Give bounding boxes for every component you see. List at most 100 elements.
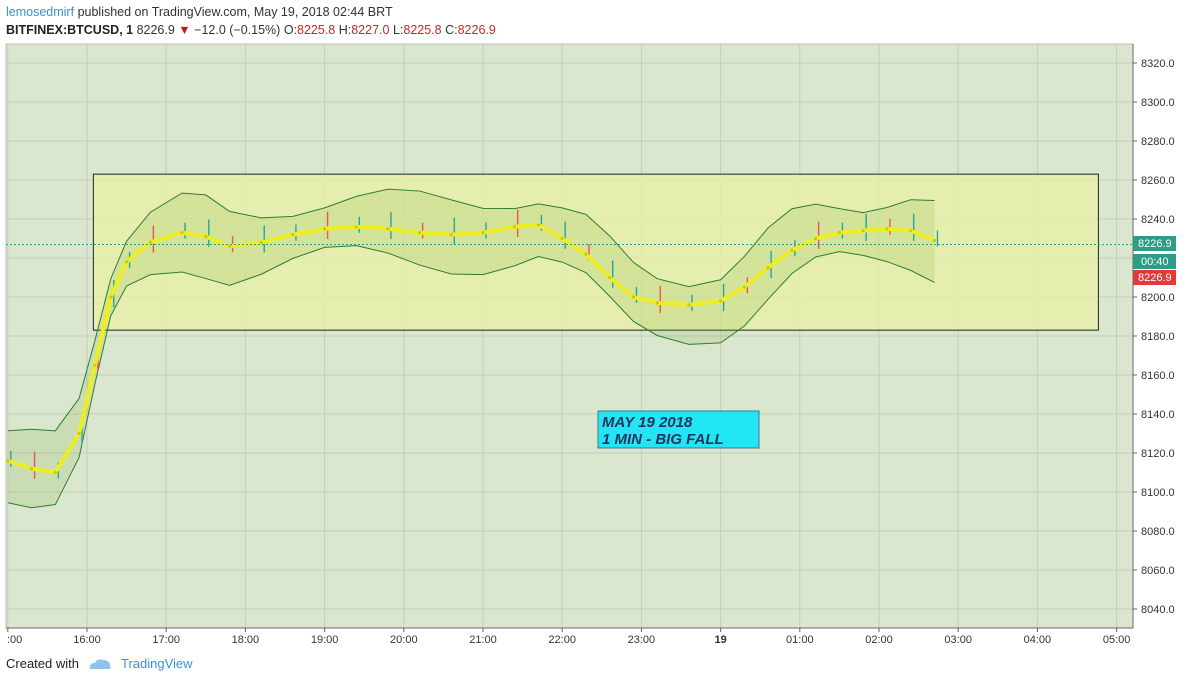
series-point [6,459,10,463]
x-tick-label: 17:00 [152,634,180,646]
footer: Created with TradingView [6,656,193,671]
x-tick-label: 05:00 [1103,634,1131,646]
series-point [93,363,97,367]
y-tick-label: 8180.0 [1141,331,1175,343]
y-axis: 8040.0 8060.0 8080.0 8100.0 8120.0 8140.0 8160… [1133,58,1175,616]
down-arrow-icon: ▼ [178,23,191,37]
countdown-tag-text: 00:40 [1141,256,1169,268]
series-point [291,233,295,237]
series-point [909,229,913,233]
last-price-tag: 8226.9 [1133,236,1176,251]
y-tick-label: 8140.0 [1141,409,1175,421]
series-point [631,295,636,299]
series-point [932,238,937,243]
tradingview-logo-icon [89,658,111,669]
series-point [536,223,541,227]
last-price-tag-text: 8226.9 [1138,238,1172,250]
series-point [719,299,723,303]
series-point [125,260,129,264]
series-point [29,467,34,471]
publish-header: lemosedmirf published on TradingView.com… [6,3,393,21]
series-point [148,240,152,244]
y-tick-label: 8320.0 [1141,58,1175,70]
countdown-tag: 00:40 [1133,254,1176,269]
low-value: 8225.8 [403,23,442,37]
open-value: 8225.8 [297,23,336,37]
symbol-info-line: BITFINEX:BTCUSD, 1 8226.9 ▼ −12.0 (−0.15… [6,21,496,39]
series-point [766,266,770,270]
y-tick-label: 8200.0 [1141,292,1175,304]
y-tick-label: 8100.0 [1141,487,1175,499]
x-tick-label: 02:00 [865,634,893,646]
band-lower-line [7,245,935,509]
y-tick-label: 8120.0 [1141,448,1175,460]
series-point [227,244,232,248]
series-point [481,231,485,235]
author-link[interactable]: lemosedmirf [6,5,75,19]
x-tick-label: 23:00 [628,634,656,646]
high-label: H: [338,23,352,37]
price-change: −12.0 (−0.15%) [194,23,281,37]
x-axis: :00 16:00 17:00 18:00 19:00 20:00 21:00 22:00 23… [7,628,1130,646]
x-tick-label: 21:00 [469,634,497,646]
x-tick-label: 19 [714,634,726,646]
series-point [814,236,818,241]
series-points [6,223,937,475]
series-point [180,231,184,235]
low-label: L: [392,23,404,37]
x-tick-label: 01:00 [786,634,814,646]
y-tick-label: 8160.0 [1141,370,1175,382]
x-tick-label: 19:00 [311,634,339,646]
series-point [790,248,794,252]
published-text: published on TradingView.com, May 19, 20… [77,5,393,19]
y-tick-label: 8080.0 [1141,526,1175,538]
annotation-box[interactable]: MAY 19 2018 1 MIN - BIG FALL [597,410,760,449]
series-point [608,275,612,280]
right-axis-background[interactable] [1133,44,1184,628]
x-tick-label: 20:00 [390,634,418,646]
series-point [386,227,390,231]
close-price-tag: 8226.9 [1133,270,1176,285]
close-price-tag-text: 8226.9 [1138,272,1172,284]
series-point [204,234,208,239]
series-point [655,301,659,305]
series-point [861,229,865,233]
series-point [53,470,57,475]
series-point [513,225,517,229]
symbol-name: BITFINEX:BTCUSD, 1 [6,23,134,37]
series-point [259,240,263,244]
band-fill [7,189,935,508]
series-point [560,236,564,241]
created-with-text: Created with [6,656,79,671]
high-value: 8227.0 [351,23,390,37]
y-tick-label: 8260.0 [1141,175,1175,187]
x-tick-label: 16:00 [73,634,101,646]
annotation-line-1: MAY 19 2018 [602,414,693,431]
y-tick-label: 8280.0 [1141,136,1175,148]
y-tick-label: 8240.0 [1141,214,1175,226]
x-tick-label: :00 [7,634,22,646]
series-point [837,231,842,235]
y-tick-label: 8300.0 [1141,97,1175,109]
annotation-line-2: 1 MIN - BIG FALL [602,431,724,448]
series-point [885,227,889,231]
series-point [418,231,422,235]
band-upper-line [7,188,935,432]
series-point [742,285,746,289]
series-point [687,303,691,307]
series-point [354,225,358,229]
series-point [323,227,327,231]
y-tick-label: 8060.0 [1141,565,1175,577]
x-tick-label: 22:00 [548,634,576,646]
series-point [109,295,113,299]
y-tick-label: 8040.0 [1141,604,1175,616]
x-tick-label: 18:00 [232,634,260,646]
x-tick-label: 03:00 [944,634,972,646]
open-label: O: [283,23,298,37]
series-point [584,252,588,256]
close-value: 8226.9 [457,23,496,37]
tradingview-link[interactable]: TradingView [120,656,193,671]
series-point [77,431,81,436]
close-label: C: [445,23,458,37]
